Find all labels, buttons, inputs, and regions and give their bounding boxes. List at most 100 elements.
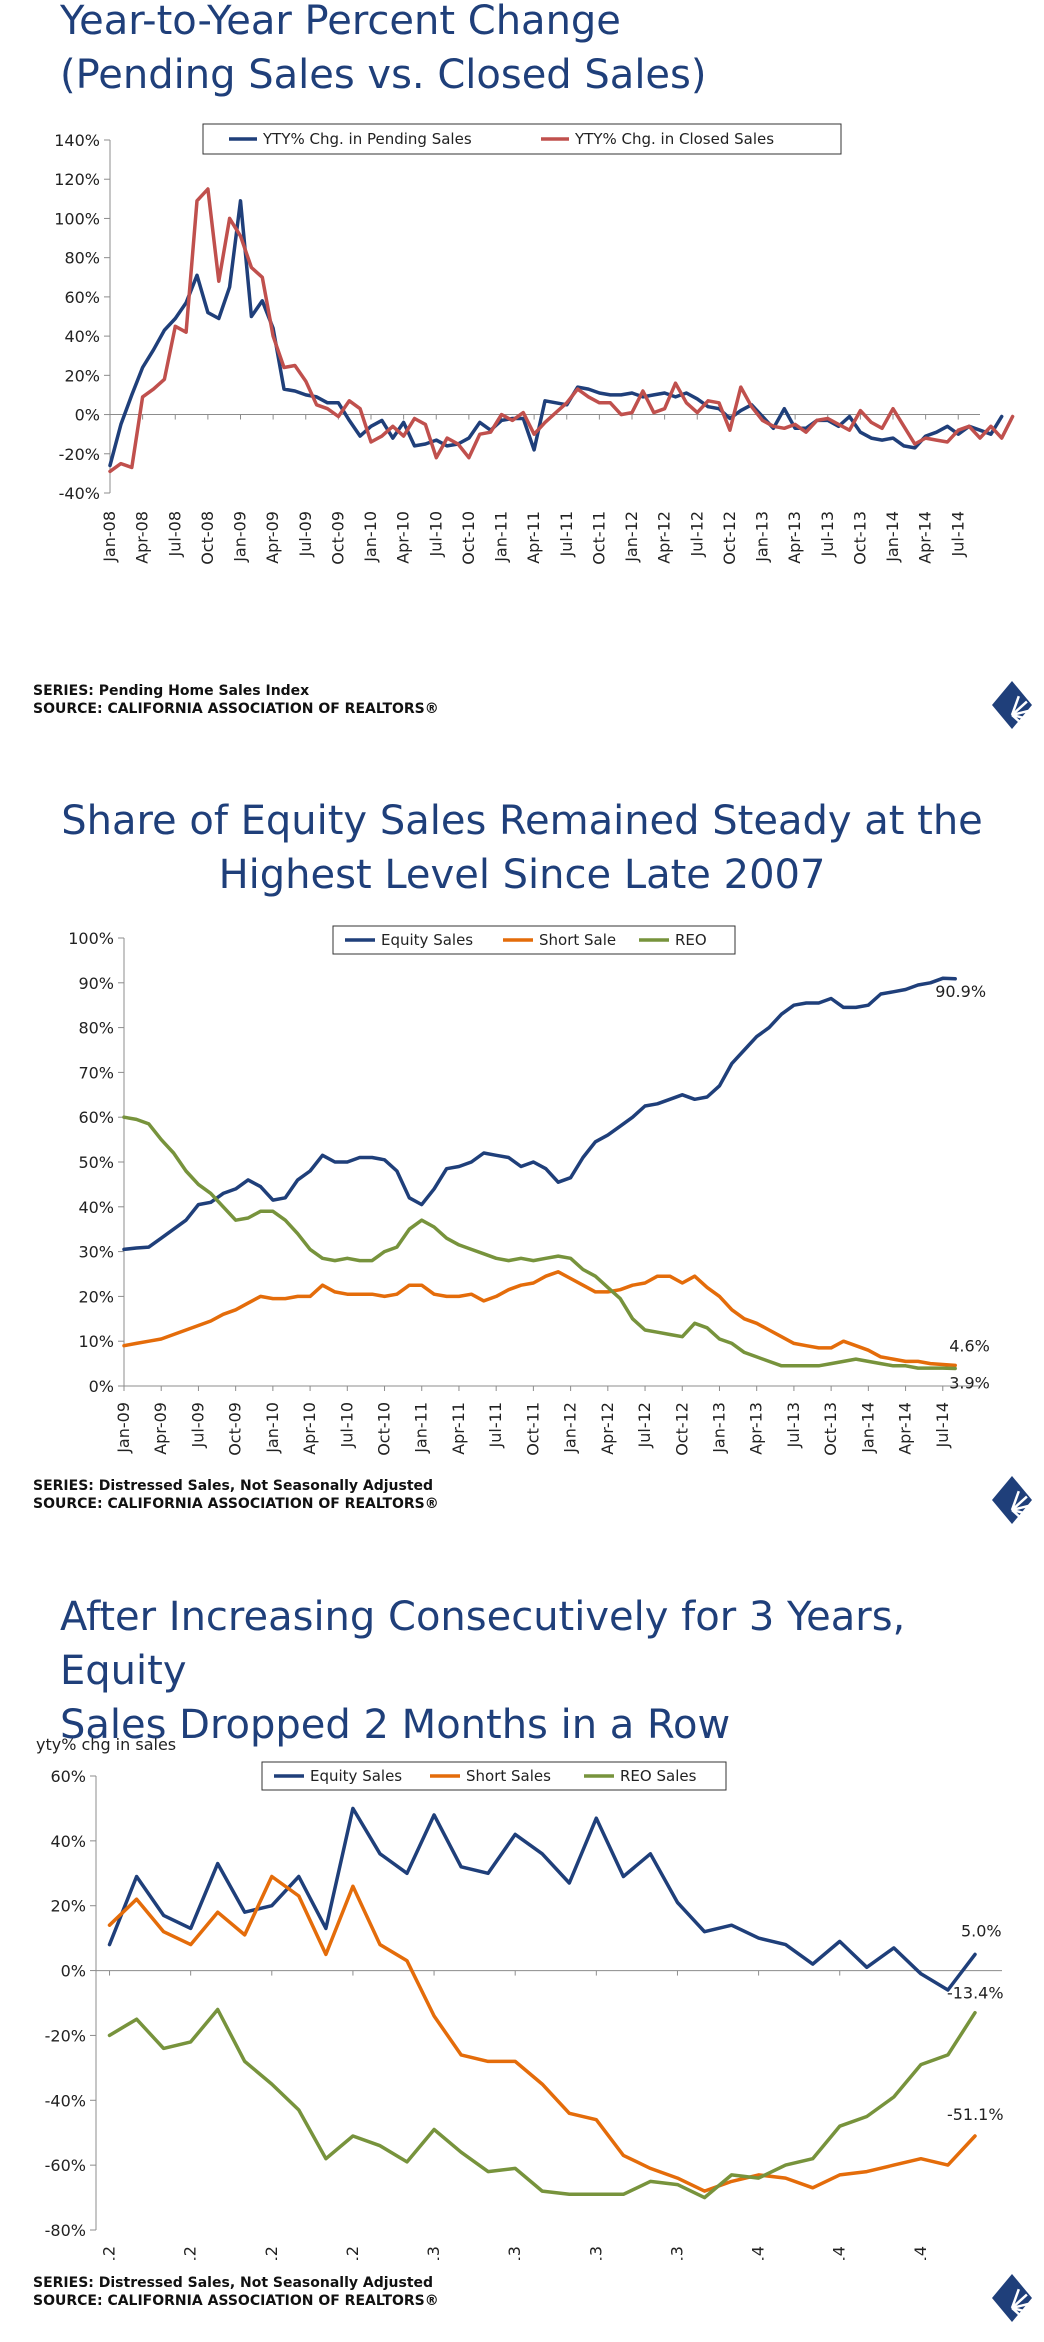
y-tick-label: -40% <box>59 484 100 503</box>
x-tick-label: Jul-08 <box>165 511 184 557</box>
source-note: SOURCE: CALIFORNIA ASSOCIATION OF REALTO… <box>33 2293 439 2309</box>
chart1-title-line: Year-to-Year Percent Change <box>60 0 621 44</box>
x-tick-label: Jul-12 <box>262 2246 281 2260</box>
chart3-title-line: After Increasing Consecutively for 3 Yea… <box>60 1594 906 1694</box>
x-tick-label: Oct-09 <box>328 511 347 565</box>
x-tick-label: Oct-11 <box>589 511 608 565</box>
x-tick-label: Apr-14 <box>896 1402 915 1455</box>
series-line <box>122 1270 957 1368</box>
chart1-line-chart: -40% -20% 0% 20% 40% 60% 80% 100% 120% 140% Jan-08… <box>54 123 1015 565</box>
chart2-footer: SERIES: Distressed Sales, Not Seasonally… <box>33 1477 439 1513</box>
x-tick-label: Apr-11 <box>524 511 543 564</box>
car-realtors-logo-icon <box>992 1476 1032 1525</box>
x-tick-label: Apr-14 <box>916 511 935 564</box>
x-tick-label: Apr-09 <box>263 511 282 564</box>
y-tick-label: -80% <box>45 2221 86 2240</box>
y-tick-label: 80% <box>78 1019 114 1038</box>
x-tick-label: Jan-09 <box>231 511 250 563</box>
data-label: -13.4% <box>947 1984 1004 2003</box>
chart2-line-chart: 0% 10% 20% 30% 40% 50% 60% 70% 80% 90% 100% Jan-09 A… <box>68 925 990 1456</box>
chart3-title-line: Sales Dropped 2 Months in a Row <box>60 1702 731 1748</box>
x-tick-label: Oct-13 <box>667 2246 686 2260</box>
x-tick-label: Apr-12 <box>181 2246 200 2260</box>
logo-ray <box>1011 2301 1032 2310</box>
y-tick-label: -60% <box>45 2156 86 2175</box>
chart1-title-line: (Pending Sales vs. Closed Sales) <box>60 52 707 98</box>
y-tick-label: 70% <box>78 1063 114 1082</box>
y-tick-label: 40% <box>64 327 100 346</box>
logo-ray <box>1011 1503 1032 1512</box>
x-tick-label: Jan-14 <box>858 1402 877 1454</box>
chart1-title: Year-to-Year Percent Change (Pending Sal… <box>60 0 706 102</box>
logo-ray <box>1010 695 1020 716</box>
y-tick-label: -40% <box>45 2091 86 2110</box>
x-tick-label: Jan-13 <box>753 511 772 563</box>
series-line <box>122 1115 957 1371</box>
series-line <box>107 1874 977 2193</box>
y-tick-label: 20% <box>64 366 100 385</box>
logo-diamond <box>992 681 1032 729</box>
x-tick-label: Jul-10 <box>426 511 445 557</box>
x-tick-label: Oct-13 <box>821 1402 840 1456</box>
y-tick-label: 20% <box>50 1897 86 1916</box>
chart1-footer: SERIES: Pending Home Sales Index SOURCE:… <box>33 682 439 718</box>
x-tick-label: Apr-10 <box>300 1402 319 1455</box>
y-tick-label: 10% <box>78 1332 114 1351</box>
x-tick-label: Apr-13 <box>747 1402 766 1455</box>
legend-label: Short Sales <box>466 1767 551 1785</box>
legend-label: Short Sale <box>539 931 616 949</box>
logo-ray <box>1011 713 1032 722</box>
series-note: SERIES: Pending Home Sales Index <box>33 683 310 699</box>
x-tick-label: Oct-11 <box>523 1402 542 1456</box>
y-tick-label: 0% <box>89 1377 114 1396</box>
series-note: SERIES: Distressed Sales, Not Seasonally… <box>33 2275 434 2291</box>
chart2-title-line: Share of Equity Sales Remained Steady at… <box>61 798 983 844</box>
x-tick-label: Jul-09 <box>296 511 315 557</box>
y-tick-label: 100% <box>54 209 100 228</box>
x-tick-label: Oct-13 <box>850 511 869 565</box>
legend-label: YTY% Chg. in Closed Sales <box>574 130 774 148</box>
series-line <box>108 187 1015 474</box>
y-tick-label: 80% <box>64 249 100 268</box>
x-tick-label: Apr-12 <box>598 1402 617 1455</box>
x-tick-label: Jan-12 <box>100 2246 119 2260</box>
logo-ray <box>1011 700 1028 716</box>
x-tick-label: Jan-11 <box>492 511 511 563</box>
y-tick-label: 0% <box>75 406 100 425</box>
x-tick-label: Jul-09 <box>188 1402 207 1448</box>
series-note: SERIES: Distressed Sales, Not Seasonally… <box>33 1478 434 1494</box>
car-realtors-logo-icon <box>992 2274 1032 2323</box>
x-tick-label: Oct-10 <box>375 1402 394 1456</box>
y-tick-label: 40% <box>50 1832 86 1851</box>
legend: Equity Sales Short Sale REO <box>332 925 736 955</box>
source-note: SOURCE: CALIFORNIA ASSOCIATION OF REALTO… <box>33 701 439 717</box>
logo-ray <box>1011 2293 1028 2309</box>
logo-ray <box>1011 2306 1032 2315</box>
x-tick-label: Oct-10 <box>459 511 478 565</box>
x-tick-label: Apr-08 <box>133 511 152 564</box>
y-tick-label: 140% <box>54 131 100 150</box>
logo-ray <box>1010 2288 1020 2309</box>
logo-ray <box>1011 1508 1032 1517</box>
chart2-title: Share of Equity Sales Remained Steady at… <box>0 794 1044 902</box>
y-tick-label: 60% <box>78 1108 114 1127</box>
legend-label: Equity Sales <box>310 1767 402 1785</box>
series-line <box>107 2007 977 2200</box>
data-label: 5.0% <box>961 1921 1002 1940</box>
legend-label: REO Sales <box>620 1767 697 1785</box>
chart3-title: After Increasing Consecutively for 3 Yea… <box>60 1590 1044 1752</box>
x-tick-label: Apr-11 <box>449 1402 468 1455</box>
source-note: SOURCE: CALIFORNIA ASSOCIATION OF REALTO… <box>33 1496 439 1512</box>
x-tick-label: Jul-11 <box>486 1402 505 1448</box>
x-tick-label: Jan-14 <box>749 2246 768 2260</box>
data-label: -51.1% <box>947 2105 1004 2124</box>
x-tick-label: Apr-12 <box>655 511 674 564</box>
legend-label: Equity Sales <box>381 931 473 949</box>
legend: Equity Sales Short Sales REO Sales <box>261 1761 727 1791</box>
y-tick-label: -20% <box>59 445 100 464</box>
y-tick-label: 120% <box>54 170 100 189</box>
series-line <box>122 976 957 1252</box>
y-tick-label: 30% <box>78 1243 114 1262</box>
x-tick-label: Jul-14 <box>948 511 967 557</box>
logo-ray <box>1011 714 1028 730</box>
